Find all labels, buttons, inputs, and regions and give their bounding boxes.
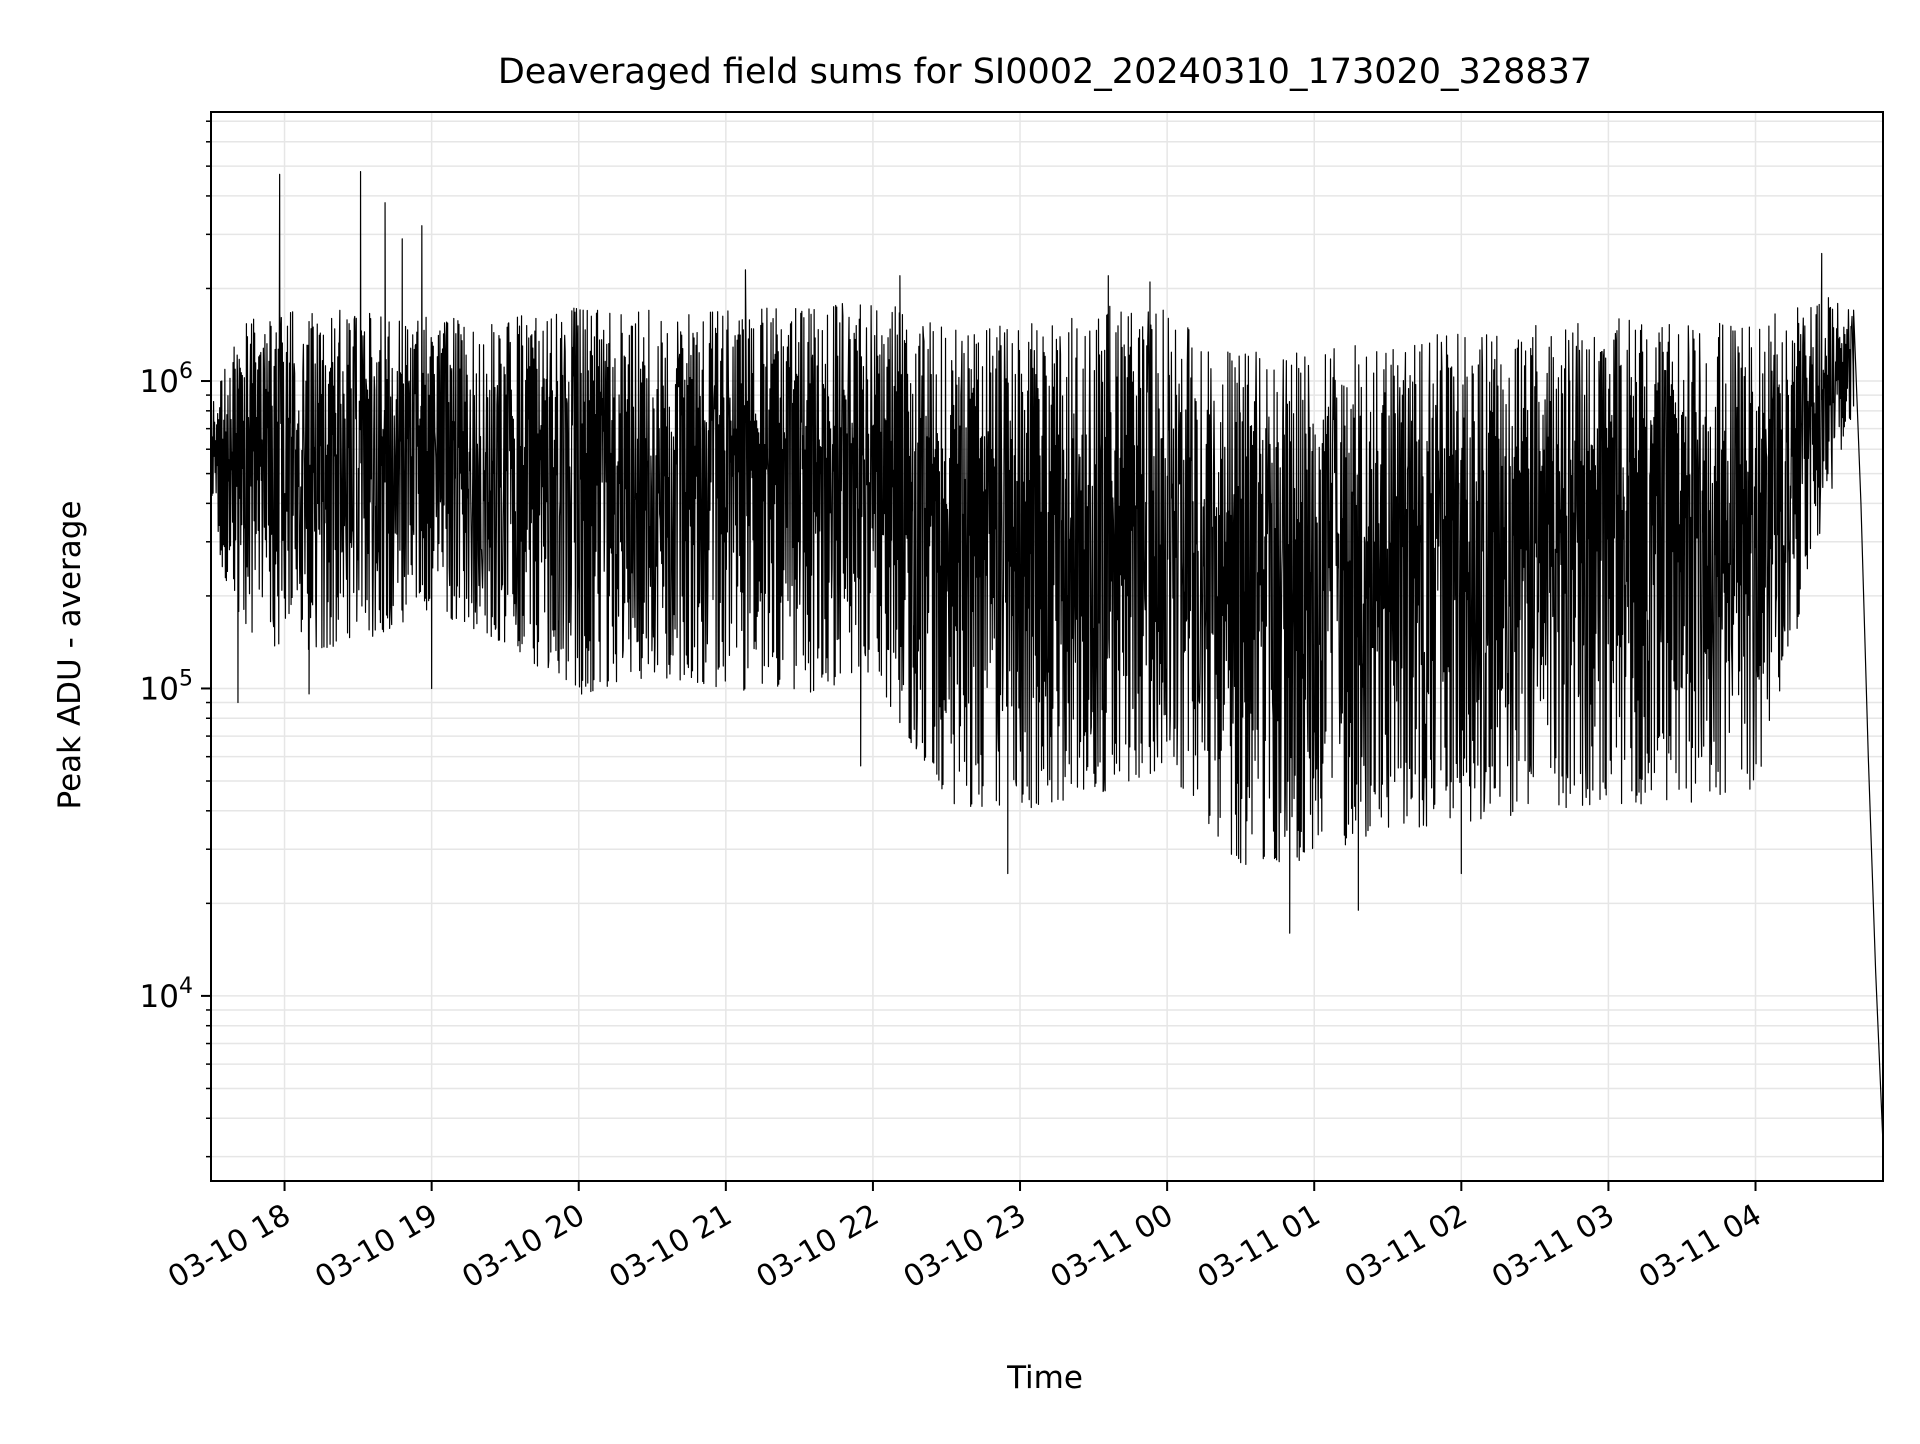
x-axis-label: Time bbox=[1006, 1360, 1083, 1396]
y-tick-label: 104 bbox=[140, 974, 193, 1015]
y-axis-label: Peak ADU - average bbox=[52, 500, 88, 809]
series-layer bbox=[210, 170, 1884, 1144]
y-tick-label: 106 bbox=[140, 359, 193, 400]
series-line bbox=[210, 170, 1884, 1144]
y-tick-base: 10 bbox=[140, 671, 179, 707]
chart-title: Deaveraged field sums for SI0002_2024031… bbox=[498, 52, 1592, 92]
plot-frame bbox=[210, 111, 1884, 1182]
y-tick-label: 105 bbox=[140, 666, 193, 707]
y-tick-exponent: 6 bbox=[179, 359, 193, 384]
y-tick-base: 10 bbox=[140, 364, 179, 400]
y-tick-base: 10 bbox=[140, 979, 179, 1015]
y-tick-exponent: 4 bbox=[179, 974, 193, 999]
y-tick-exponent: 5 bbox=[179, 666, 193, 691]
